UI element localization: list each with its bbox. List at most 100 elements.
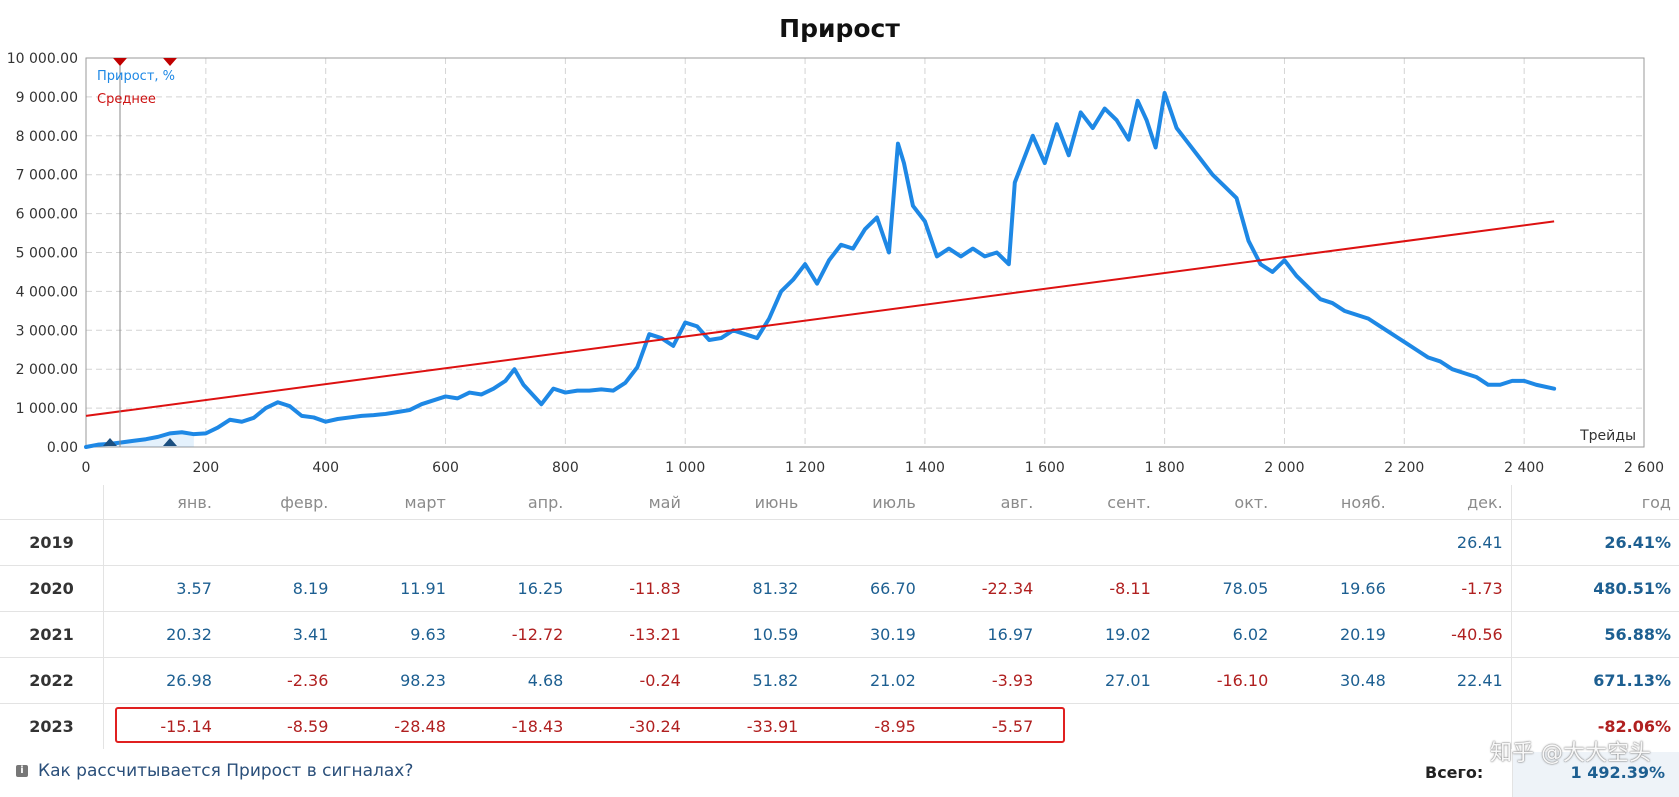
month-header: нояб. [1340, 492, 1386, 512]
year-total: 26.41% [1510, 519, 1679, 566]
month-value: -2.36 [219, 657, 337, 704]
month-value: 22.41 [1393, 657, 1512, 704]
y-tick-label: 4 000.00 [16, 284, 78, 300]
month-value: 19.66 [1276, 565, 1394, 612]
month-header: авг. [1000, 492, 1034, 512]
month-value: 81.32 [688, 565, 807, 612]
watermark: 知乎 @大大空头 [1490, 741, 1651, 766]
monthly-returns-table: янв. февр. март апр. май июнь июль авг. сент. окт… [0, 485, 1679, 749]
total-value: 1 492.39% [1570, 763, 1665, 782]
y-tick-label: 1 000.00 [16, 401, 78, 417]
month-value [219, 519, 337, 566]
month-value: 30.19 [806, 611, 924, 658]
month-value [1393, 703, 1512, 749]
month-value: 26.98 [103, 657, 220, 704]
month-value: 19.02 [1041, 611, 1159, 658]
month-value: 26.41 [1393, 519, 1512, 566]
info-icon: i [16, 765, 28, 777]
month-value [1158, 519, 1277, 566]
month-value [571, 519, 689, 566]
month-value [336, 519, 454, 566]
highlight-box-2023 [115, 707, 1065, 743]
month-value: 51.82 [688, 657, 807, 704]
month-value: -1.73 [1393, 565, 1512, 612]
month-value: -8.11 [1041, 565, 1159, 612]
series-growth-line [84, 91, 1557, 449]
table-row: 2021 20.32 3.41 9.63 -12.72 -13.21 10.59 30.19 1… [0, 611, 1679, 658]
month-value [453, 519, 572, 566]
month-value: 20.32 [103, 611, 220, 658]
year-label: 2023 [0, 703, 104, 749]
month-value: 16.97 [923, 611, 1042, 658]
x-tick-label: 1 600 [1025, 460, 1065, 476]
month-value: 98.23 [336, 657, 454, 704]
year-total: 671.13% [1510, 657, 1679, 704]
x-tick-label: 2 600 [1624, 460, 1664, 476]
marker-triangle-2 [163, 58, 177, 66]
growth-help-link[interactable]: Как рассчитывается Прирост в сигналах? [38, 761, 414, 781]
month-header: дек. [1467, 492, 1503, 512]
month-header: февр. [280, 492, 329, 512]
y-tick-label: 8 000.00 [16, 129, 78, 145]
y-tick-label: 5 000.00 [16, 246, 78, 262]
legend-series-average: Среднее [97, 92, 156, 107]
month-value: -3.93 [923, 657, 1042, 704]
month-value: 3.57 [103, 565, 220, 612]
footer: i Как рассчитывается Прирост в сигналах?… [0, 752, 1679, 797]
month-value: -16.10 [1158, 657, 1277, 704]
month-value: -22.34 [923, 565, 1042, 612]
y-tick-label: 3 000.00 [16, 323, 78, 339]
month-value: -40.56 [1393, 611, 1512, 658]
month-header: сент. [1107, 492, 1151, 512]
month-header: окт. [1234, 492, 1269, 512]
y-tick-label: 0.00 [47, 440, 78, 456]
month-value [1041, 519, 1159, 566]
table-row: 2023 -15.14 -8.59 -28.48 -18.43 -30.24 -33.91-… [0, 703, 1679, 749]
total-label: Всего: [1425, 763, 1484, 782]
x-axis-ticks: 0 200 400 600 800 1 000 1 200 1 400 1 600 1 800 2 … [82, 460, 1665, 476]
x-tick-label: 0 [82, 460, 91, 476]
y-axis-ticks: 0.00 1 000.00 2 000.00 3 000.00 4 000.00 5 00… [7, 51, 78, 456]
month-value: 9.63 [336, 611, 454, 658]
y-tick-label: 10 000.00 [7, 51, 78, 67]
table-row: 2020 3.57 8.19 11.91 16.25 -11.83 81.32 66.70 -2… [0, 565, 1679, 612]
chart-title: Прирост [779, 14, 900, 43]
month-value: 21.02 [806, 657, 924, 704]
year-label: 2021 [0, 611, 104, 658]
month-header: июль [872, 492, 916, 512]
month-header: март [404, 492, 446, 512]
month-header: апр. [527, 492, 564, 512]
year-total: -82.06% [1510, 703, 1679, 749]
x-axis-label: Трейды [1579, 428, 1636, 444]
x-tick-label: 2 200 [1384, 460, 1424, 476]
legend-series-growth: Прирост, % [97, 69, 175, 84]
month-header: май [648, 492, 681, 512]
year-label: 2022 [0, 657, 104, 704]
month-value [1276, 703, 1394, 749]
table-row: 2019 26.41 26.41% [0, 519, 1679, 566]
month-value: 30.48 [1276, 657, 1394, 704]
x-tick-label: 1 400 [905, 460, 945, 476]
month-value [806, 519, 924, 566]
marker-triangle-3 [103, 438, 117, 446]
year-total: 480.51% [1510, 565, 1679, 612]
month-value: 6.02 [1158, 611, 1277, 658]
series-layer [84, 91, 1557, 449]
month-value: 66.70 [806, 565, 924, 612]
month-value [103, 519, 220, 566]
month-value: 20.19 [1276, 611, 1394, 658]
month-value: 78.05 [1158, 565, 1277, 612]
plot-frame [85, 57, 1645, 448]
month-value: -13.21 [571, 611, 689, 658]
x-tick-label: 1 800 [1145, 460, 1185, 476]
year-total: 56.88% [1510, 611, 1679, 658]
chart-grid [86, 58, 1644, 447]
y-tick-label: 7 000.00 [16, 168, 78, 184]
year-label: 2019 [0, 519, 104, 566]
year-label: 2020 [0, 565, 104, 612]
y-tick-label: 2 000.00 [16, 362, 78, 378]
month-header: янв. [177, 492, 212, 512]
month-value [923, 519, 1042, 566]
y-tick-label: 6 000.00 [16, 207, 78, 223]
x-tick-label: 200 [192, 460, 219, 476]
